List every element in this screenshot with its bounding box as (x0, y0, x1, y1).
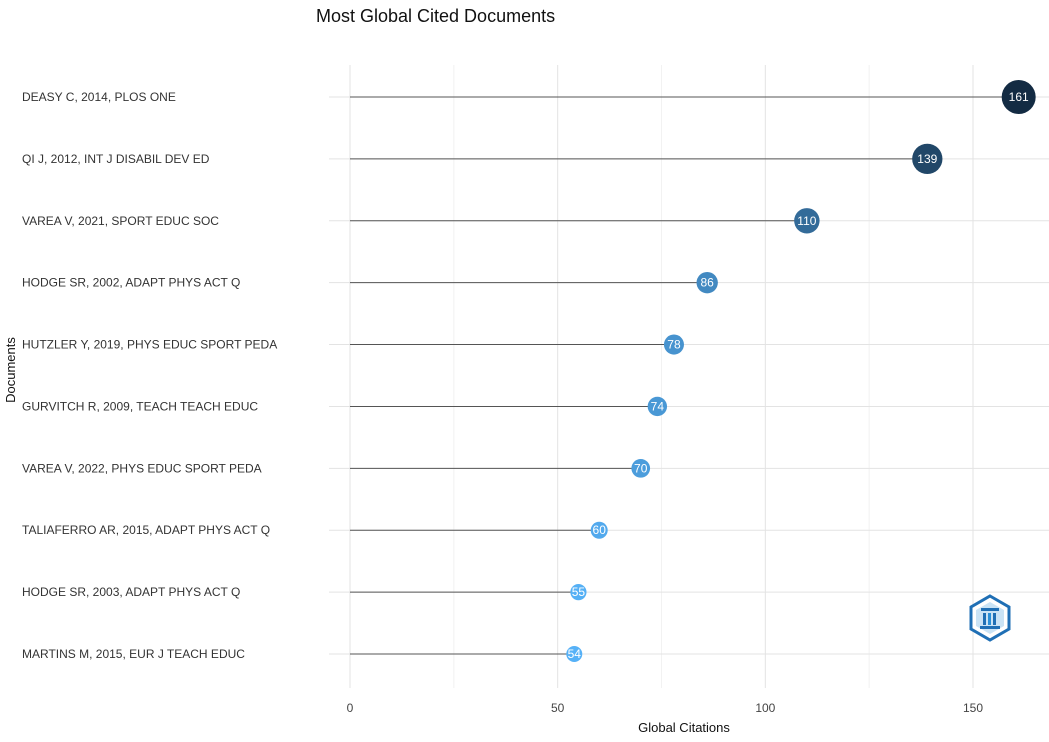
data-point (794, 208, 820, 234)
data-points: 161 139 110 86 78 74 70 60 55 54 (566, 80, 1036, 662)
x-tick-label: 100 (755, 701, 775, 715)
x-axis-title: Global Citations (638, 720, 730, 735)
data-point (590, 521, 608, 539)
data-point (647, 396, 668, 417)
category-label: TALIAFERRO AR, 2015, ADAPT PHYS ACT Q (22, 523, 270, 537)
data-label: 54 (568, 647, 582, 661)
x-tick-label: 0 (347, 701, 354, 715)
data-label: 86 (701, 276, 715, 290)
category-labels: DEASY C, 2014, PLOS ONE QI J, 2012, INT J… (22, 90, 277, 661)
x-tick-label: 150 (963, 701, 983, 715)
data-label: 110 (797, 214, 816, 228)
data-point (566, 646, 583, 662)
data-label: 55 (572, 585, 586, 599)
data-point (696, 271, 718, 294)
data-label: 70 (634, 461, 648, 475)
category-label: HODGE SR, 2003, ADAPT PHYS ACT Q (22, 585, 240, 599)
data-point (570, 584, 587, 601)
data-point (912, 143, 943, 175)
x-tick-labels: 0 50 100 150 (347, 701, 984, 715)
category-label: MARTINS M, 2015, EUR J TEACH EDUC (22, 647, 245, 661)
data-point (663, 334, 684, 355)
x-tick-label: 50 (551, 701, 565, 715)
data-label: 78 (667, 338, 681, 352)
category-label: HODGE SR, 2002, ADAPT PHYS ACT Q (22, 276, 240, 290)
lollipop-segments (350, 96, 1019, 655)
y-axis-title: Documents (3, 337, 18, 403)
category-label: GURVITCH R, 2009, TEACH TEACH EDUC (22, 399, 258, 413)
data-label: 139 (917, 152, 937, 166)
data-label: 74 (651, 399, 665, 413)
category-label: HUTZLER Y, 2019, PHYS EDUC SPORT PEDA (22, 338, 277, 352)
category-label: QI J, 2012, INT J DISABIL DEV ED (22, 152, 210, 166)
category-label: VAREA V, 2022, PHYS EDUC SPORT PEDA (22, 461, 262, 475)
data-point (1001, 80, 1036, 114)
chart-title: Most Global Cited Documents (316, 6, 555, 26)
category-label: DEASY C, 2014, PLOS ONE (22, 90, 176, 104)
category-label: VAREA V, 2021, SPORT EDUC SOC (22, 214, 219, 228)
data-label: 161 (1009, 90, 1029, 104)
bibliometrix-logo (969, 594, 1011, 642)
data-label: 60 (593, 523, 607, 537)
data-point (631, 458, 651, 478)
